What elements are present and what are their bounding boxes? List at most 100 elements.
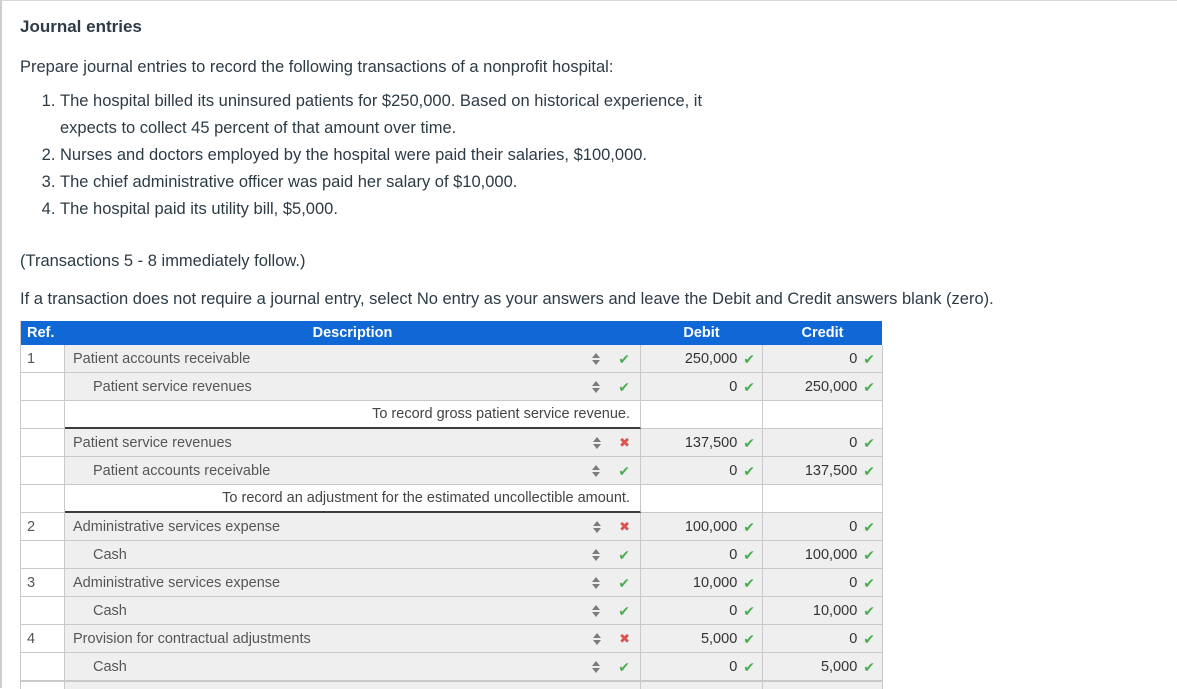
credit-cell bbox=[763, 401, 883, 429]
debit-cell[interactable]: 0 ✔ bbox=[641, 541, 763, 569]
account-label: Patient accounts receivable bbox=[73, 350, 251, 367]
account-select[interactable]: Patient service revenues ✔ bbox=[65, 373, 641, 401]
credit-value: 0 bbox=[849, 630, 858, 647]
memo-row: To record gross patient service revenue. bbox=[21, 401, 883, 429]
memo-text: To record gross patient service revenue. bbox=[372, 406, 630, 422]
journal-entries-table: Ref. Description Debit Credit 1 Patient a… bbox=[20, 321, 883, 689]
check-icon: ✔ bbox=[863, 658, 875, 675]
arrow-down-icon bbox=[592, 667, 601, 673]
arrow-up-icon bbox=[592, 660, 601, 666]
arrow-up-icon bbox=[593, 520, 602, 526]
debit-cell bbox=[641, 401, 763, 429]
account-select[interactable]: Administrative services expense ✖ bbox=[65, 513, 641, 541]
ref-cell bbox=[21, 401, 65, 429]
check-icon: ✔ bbox=[743, 518, 755, 535]
account-select[interactable]: Administrative services expense ✔ bbox=[65, 569, 641, 597]
dropdown-arrows-icon[interactable] bbox=[592, 380, 601, 393]
journal-entry-row: Cash ✔ 0 ✔ 100,000 ✔ bbox=[21, 541, 883, 569]
arrow-up-icon bbox=[592, 380, 601, 386]
table-header-row: Ref. Description Debit Credit bbox=[21, 321, 882, 345]
journal-entry-row: Cash ✔ 0 ✔ 10,000 ✔ bbox=[21, 597, 883, 625]
credit-cell[interactable]: 0 ✔ bbox=[763, 513, 883, 541]
account-label: Cash bbox=[93, 658, 127, 675]
debit-cell[interactable]: 250,000 ✔ bbox=[641, 345, 763, 373]
transaction-item: The hospital billed its uninsured patien… bbox=[60, 88, 720, 142]
check-icon: ✔ bbox=[743, 378, 755, 395]
check-icon: ✔ bbox=[743, 602, 755, 619]
ref-cell bbox=[21, 457, 65, 485]
check-icon: ✔ bbox=[743, 434, 755, 451]
credit-cell[interactable]: 0 ✔ bbox=[763, 569, 883, 597]
debit-cell[interactable]: 100,000 ✔ bbox=[641, 513, 763, 541]
debit-value: 250,000 bbox=[684, 350, 738, 367]
account-select bbox=[65, 681, 641, 689]
account-select[interactable]: Provision for contractual adjustments ✖ bbox=[65, 625, 641, 653]
arrow-down-icon bbox=[593, 527, 602, 533]
credit-cell[interactable]: 0 ✔ bbox=[763, 625, 883, 653]
account-select[interactable]: Cash ✔ bbox=[65, 541, 641, 569]
credit-cell[interactable]: 250,000 ✔ bbox=[763, 373, 883, 401]
dropdown-arrows-icon[interactable] bbox=[592, 464, 601, 477]
credit-value: 250,000 bbox=[804, 378, 858, 395]
dropdown-arrows-icon[interactable] bbox=[592, 548, 601, 561]
note-instruction: If a transaction does not require a jour… bbox=[20, 290, 994, 308]
account-select[interactable]: Cash ✔ bbox=[65, 597, 641, 625]
dropdown-arrows-icon[interactable] bbox=[592, 604, 601, 617]
credit-cell[interactable]: 137,500 ✔ bbox=[763, 457, 883, 485]
memo-row: To record an adjustment for the estimate… bbox=[21, 485, 883, 513]
arrow-up-icon bbox=[592, 576, 601, 582]
ref-cell bbox=[21, 541, 65, 569]
check-icon: ✔ bbox=[618, 602, 630, 619]
credit-value: 10,000 bbox=[812, 602, 858, 619]
credit-cell[interactable]: 0 ✔ bbox=[763, 429, 883, 457]
ref-cell bbox=[21, 373, 65, 401]
credit-cell[interactable]: 0 ✔ bbox=[763, 345, 883, 373]
credit-cell bbox=[763, 681, 883, 689]
account-label: Patient service revenues bbox=[93, 378, 252, 395]
memo-text: To record an adjustment for the estimate… bbox=[222, 490, 630, 506]
credit-cell[interactable]: 5,000 ✔ bbox=[763, 653, 883, 681]
dropdown-arrows-icon[interactable] bbox=[593, 436, 602, 449]
debit-value: 0 bbox=[729, 462, 738, 479]
debit-value: 5,000 bbox=[700, 630, 738, 647]
debit-cell[interactable]: 0 ✔ bbox=[641, 457, 763, 485]
check-icon: ✔ bbox=[743, 658, 755, 675]
debit-cell[interactable]: 137,500 ✔ bbox=[641, 429, 763, 457]
check-icon: ✔ bbox=[743, 462, 755, 479]
debit-cell[interactable]: 0 ✔ bbox=[641, 373, 763, 401]
account-select[interactable]: Patient accounts receivable ✔ bbox=[65, 345, 641, 373]
debit-cell[interactable]: 0 ✔ bbox=[641, 597, 763, 625]
check-icon: ✔ bbox=[618, 546, 630, 563]
journal-entry-row: 1 Patient accounts receivable ✔ 250,000 ✔ 0 ✔ bbox=[21, 345, 883, 373]
debit-cell bbox=[641, 681, 763, 689]
dropdown-arrows-icon[interactable] bbox=[592, 352, 601, 365]
arrow-up-icon bbox=[593, 436, 602, 442]
account-select[interactable]: Patient service revenues ✖ bbox=[65, 429, 641, 457]
header-credit: Credit bbox=[801, 325, 844, 341]
dropdown-arrows-icon[interactable] bbox=[593, 632, 602, 645]
credit-value: 0 bbox=[849, 518, 858, 535]
account-select[interactable]: Cash ✔ bbox=[65, 653, 641, 681]
credit-cell[interactable]: 100,000 ✔ bbox=[763, 541, 883, 569]
memo-cell: To record an adjustment for the estimate… bbox=[65, 485, 641, 513]
journal-entry-row: Patient service revenues ✖ 137,500 ✔ 0 ✔ bbox=[21, 429, 883, 457]
credit-value: 5,000 bbox=[820, 658, 858, 675]
debit-cell[interactable]: 5,000 ✔ bbox=[641, 625, 763, 653]
journal-entry-row: 4 Provision for contractual adjustments ✖ 5… bbox=[21, 625, 883, 653]
arrow-up-icon bbox=[592, 464, 601, 470]
dropdown-arrows-icon[interactable] bbox=[592, 576, 601, 589]
check-icon: ✔ bbox=[863, 630, 875, 647]
credit-cell[interactable]: 10,000 ✔ bbox=[763, 597, 883, 625]
account-select[interactable]: Patient accounts receivable ✔ bbox=[65, 457, 641, 485]
dropdown-arrows-icon[interactable] bbox=[592, 660, 601, 673]
account-label: Patient service revenues bbox=[73, 434, 232, 451]
dropdown-arrows-icon[interactable] bbox=[593, 520, 602, 533]
debit-cell[interactable]: 0 ✔ bbox=[641, 653, 763, 681]
debit-value: 137,500 bbox=[684, 434, 738, 451]
debit-value: 10,000 bbox=[692, 574, 738, 591]
debit-cell[interactable]: 10,000 ✔ bbox=[641, 569, 763, 597]
cutoff-next-row bbox=[21, 681, 883, 689]
ref-cell: 3 bbox=[21, 569, 65, 597]
ref-cell bbox=[21, 653, 65, 681]
